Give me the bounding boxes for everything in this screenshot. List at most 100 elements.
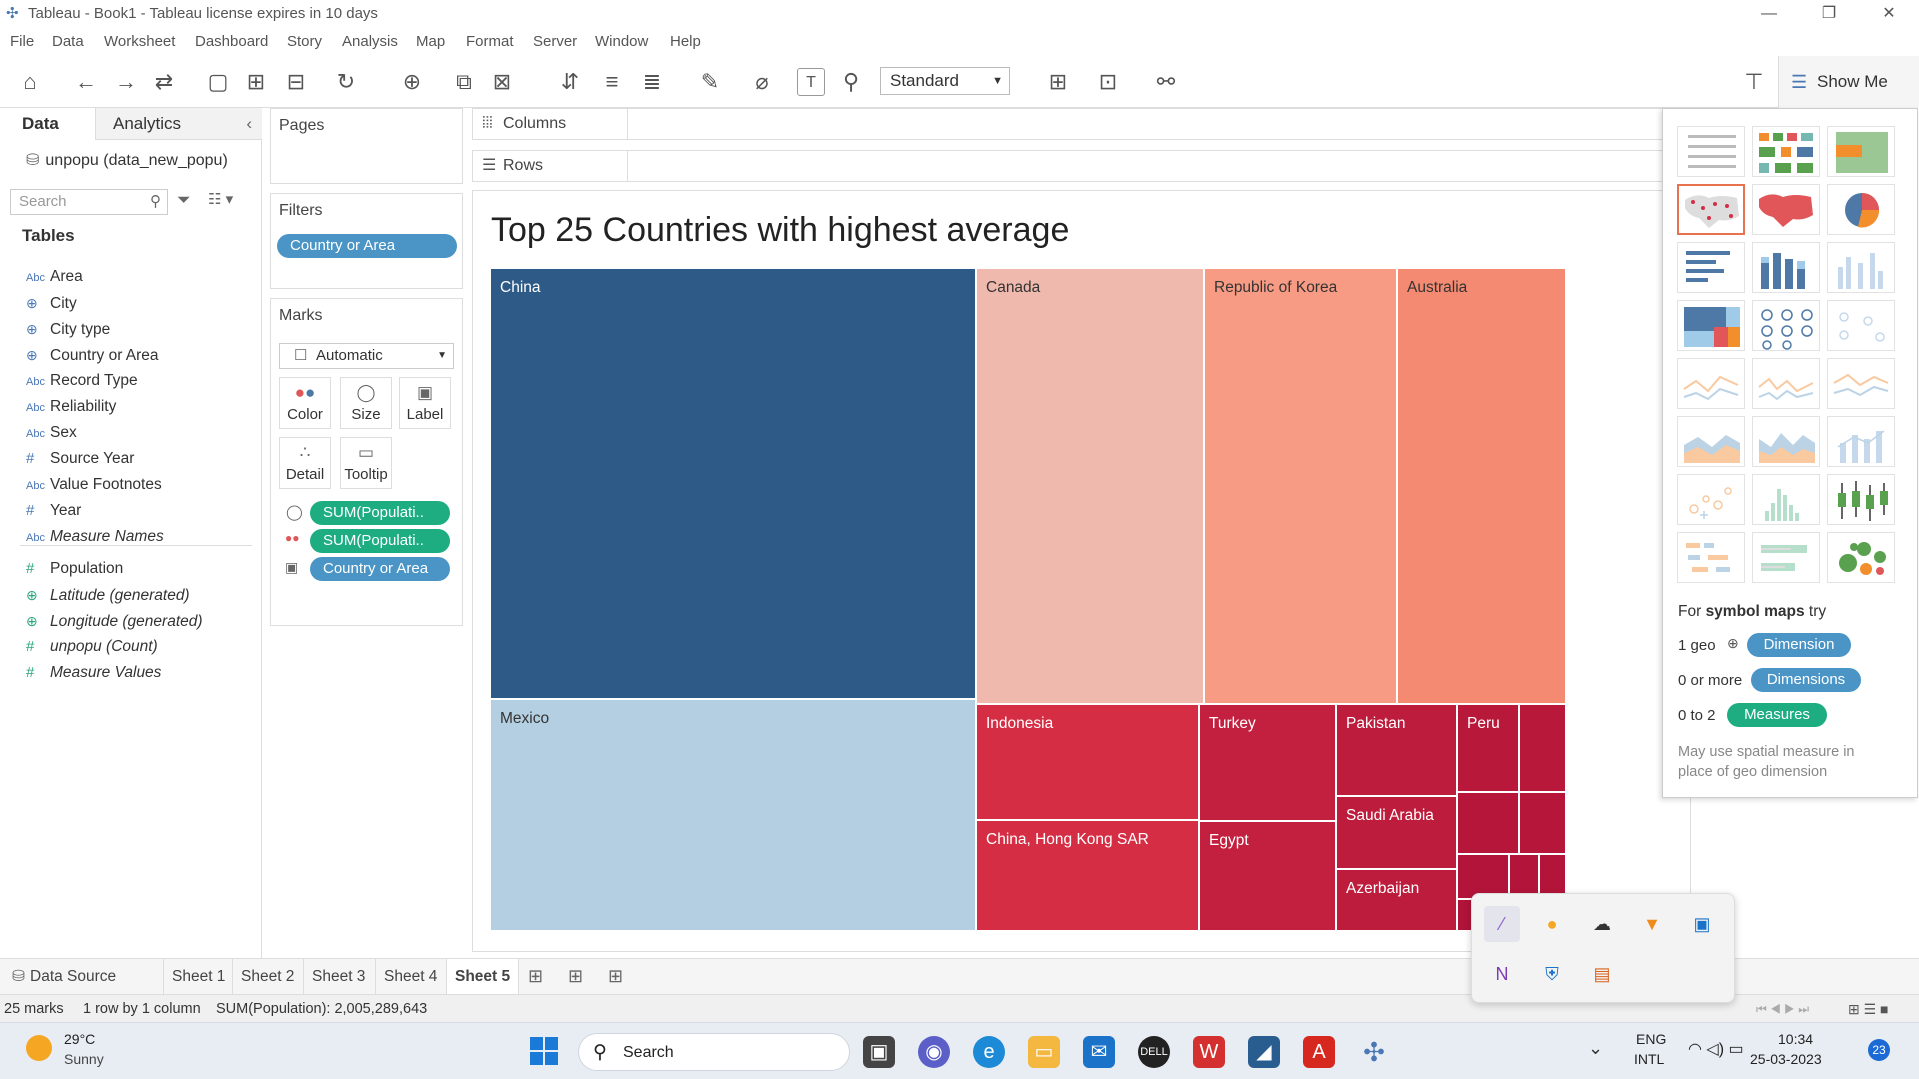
lang-code[interactable]: ENG bbox=[1636, 1031, 1667, 1047]
tab-data-source[interactable]: ⛁ Data Source bbox=[4, 959, 164, 995]
view-mode-icons[interactable]: ⊞ ☰ ■ bbox=[1848, 1001, 1889, 1017]
tab-data[interactable]: Data bbox=[0, 108, 95, 140]
treemap-cell-indonesia[interactable]: Indonesia bbox=[976, 704, 1199, 820]
treemap-cell-saudi[interactable]: Saudi Arabia bbox=[1336, 796, 1457, 869]
chart-type-symbol-map[interactable] bbox=[1677, 184, 1745, 235]
chart-type-bullet[interactable] bbox=[1752, 532, 1820, 583]
sort-asc-icon[interactable]: ≡ bbox=[605, 69, 619, 94]
chart-type-dual-combination[interactable] bbox=[1827, 416, 1895, 467]
filter-pill-country[interactable]: Country or Area bbox=[277, 234, 457, 258]
menu-window[interactable]: Window bbox=[595, 33, 649, 50]
save-icon[interactable]: ▢ bbox=[207, 69, 229, 94]
treemap-cell-peru[interactable]: Peru bbox=[1457, 704, 1519, 792]
color-pill[interactable]: SUM(Populati.. bbox=[310, 529, 450, 553]
treemap-cell-australia[interactable]: Australia bbox=[1397, 268, 1566, 704]
menu-map[interactable]: Map bbox=[416, 33, 446, 50]
remote-app-icon[interactable]: ▣ bbox=[1693, 914, 1711, 934]
field-item[interactable]: Abc Measure Names bbox=[26, 526, 164, 548]
field-item[interactable]: ⊕ City bbox=[26, 292, 77, 314]
field-item[interactable]: # Source Year bbox=[26, 448, 134, 470]
chart-type-lines-continuous[interactable] bbox=[1677, 358, 1745, 409]
field-item[interactable]: Abc Record Type bbox=[26, 370, 138, 392]
windows-start-icon[interactable] bbox=[528, 1036, 560, 1068]
field-item[interactable]: # Year bbox=[26, 500, 81, 522]
field-item[interactable]: Abc Sex bbox=[26, 422, 77, 444]
menu-worksheet[interactable]: Worksheet bbox=[104, 33, 176, 50]
edge-icon[interactable]: e bbox=[973, 1036, 1005, 1068]
new-dashboard-icon[interactable]: ⊞ bbox=[568, 966, 584, 986]
filter-icon[interactable]: ⏷ bbox=[177, 190, 191, 209]
field-item[interactable]: ⊕ Longitude (generated) bbox=[26, 610, 203, 632]
swap-icon[interactable]: ⇄ bbox=[154, 69, 174, 94]
refresh-icon[interactable]: ↻ bbox=[336, 69, 356, 94]
datasource-item[interactable]: ⛁ unpopu (data_new_popu) bbox=[26, 150, 228, 170]
clear-sheet-icon[interactable]: ⊠ bbox=[492, 69, 512, 94]
file-explorer-icon[interactable]: ▭ bbox=[1028, 1036, 1060, 1068]
onenote-icon[interactable]: N bbox=[1495, 964, 1509, 984]
java-update-icon[interactable]: ▤ bbox=[1593, 964, 1611, 984]
group-icon[interactable]: ⌀ bbox=[755, 69, 769, 94]
detail-button[interactable]: ∴ Detail bbox=[279, 437, 331, 489]
size-pill[interactable]: SUM(Populati.. bbox=[310, 501, 450, 525]
chart-type-histogram[interactable] bbox=[1752, 474, 1820, 525]
chart-type-circle-views[interactable] bbox=[1752, 300, 1820, 351]
chart-type-lines-discrete[interactable] bbox=[1752, 358, 1820, 409]
chart-type-packed-bubbles[interactable] bbox=[1827, 532, 1895, 583]
chart-type-dual-lines[interactable] bbox=[1827, 358, 1895, 409]
show-labels-icon[interactable]: T bbox=[797, 68, 825, 96]
onedrive-off-icon[interactable]: ☁ bbox=[1593, 914, 1611, 934]
chart-type-side-by-side-circles[interactable] bbox=[1827, 300, 1895, 351]
chart-type-text-table[interactable] bbox=[1677, 126, 1745, 177]
field-item[interactable]: # unpopu (Count) bbox=[26, 636, 158, 658]
menu-format[interactable]: Format bbox=[466, 33, 514, 50]
color-button[interactable]: ●● Color bbox=[279, 377, 331, 429]
show-me-button[interactable]: ☰ Show Me bbox=[1778, 56, 1919, 108]
close-icon[interactable]: ✕ bbox=[1882, 5, 1896, 22]
pin-icon[interactable]: ⚲ bbox=[842, 69, 860, 94]
minimize-icon[interactable]: — bbox=[1761, 5, 1777, 22]
mail-icon[interactable]: ✉ bbox=[1083, 1036, 1115, 1068]
columns-shelf[interactable]: ⦙⦙⦙ Columns bbox=[472, 108, 1691, 140]
size-button[interactable]: ◯ Size bbox=[340, 377, 392, 429]
field-item[interactable]: Abc Value Footnotes bbox=[26, 474, 162, 496]
view-options-icon[interactable]: ☷ ▾ bbox=[208, 191, 234, 208]
treemap-cell-hongkong[interactable]: China, Hong Kong SAR bbox=[976, 820, 1199, 931]
restore-icon[interactable]: ❐ bbox=[1821, 5, 1837, 22]
chart-type-filled-map[interactable] bbox=[1752, 184, 1820, 235]
pen-icon[interactable]: ⁄ bbox=[1484, 906, 1520, 942]
wps-icon[interactable]: W bbox=[1193, 1036, 1225, 1068]
acrobat-icon[interactable]: A bbox=[1303, 1036, 1335, 1068]
treemap-cell-small[interactable] bbox=[1519, 704, 1566, 792]
new-worksheet-icon[interactable]: ⊕ bbox=[402, 69, 422, 94]
fit-select[interactable]: Standard ▼ bbox=[880, 67, 1010, 95]
collapse-icon[interactable]: ‹ bbox=[246, 114, 252, 133]
chart-type-horizontal-bars[interactable] bbox=[1677, 242, 1745, 293]
field-item[interactable]: ⊕ Latitude (generated) bbox=[26, 584, 190, 606]
treemap-cell-azerbaijan[interactable]: Azerbaijan bbox=[1336, 869, 1457, 931]
field-item[interactable]: Abc Area bbox=[26, 266, 83, 288]
avast-icon[interactable]: ▼ bbox=[1643, 914, 1661, 934]
tray-chevron-icon[interactable]: ⌄ bbox=[1588, 1038, 1604, 1058]
presentation-icon[interactable]: ⊡ bbox=[1098, 69, 1118, 94]
chat-icon[interactable]: ◉ bbox=[918, 1036, 950, 1068]
treemap-cell-korea[interactable]: Republic of Korea bbox=[1204, 268, 1397, 704]
tab-sheet-2[interactable]: Sheet 2 bbox=[232, 959, 302, 995]
share-icon[interactable]: ⚯ bbox=[1156, 69, 1176, 94]
treemap-cell-mexico[interactable]: Mexico bbox=[490, 699, 976, 931]
duplicate-icon[interactable]: ⧉ bbox=[456, 69, 472, 94]
treemap-cell-turkey[interactable]: Turkey bbox=[1199, 704, 1336, 821]
menu-analysis[interactable]: Analysis bbox=[342, 33, 398, 50]
menu-dashboard[interactable]: Dashboard bbox=[195, 33, 269, 50]
tab-analytics[interactable]: Analytics ‹ bbox=[95, 108, 262, 140]
chart-type-stacked-bars[interactable] bbox=[1752, 242, 1820, 293]
tooltip-button[interactable]: ▭ Tooltip bbox=[340, 437, 392, 489]
field-item[interactable]: ⊕ City type bbox=[26, 318, 110, 340]
chart-type-pie[interactable] bbox=[1827, 184, 1895, 235]
mark-type-select[interactable]: ☐ Automatic ▼ bbox=[279, 343, 454, 369]
chart-type-highlight-table[interactable] bbox=[1827, 126, 1895, 177]
treemap-cell-small[interactable] bbox=[1457, 854, 1509, 899]
clock-date[interactable]: 25-03-2023 bbox=[1750, 1051, 1822, 1067]
treemap-cell-egypt[interactable]: Egypt bbox=[1199, 821, 1336, 931]
label-pill[interactable]: Country or Area bbox=[310, 557, 450, 581]
chart-type-treemap[interactable] bbox=[1677, 300, 1745, 351]
